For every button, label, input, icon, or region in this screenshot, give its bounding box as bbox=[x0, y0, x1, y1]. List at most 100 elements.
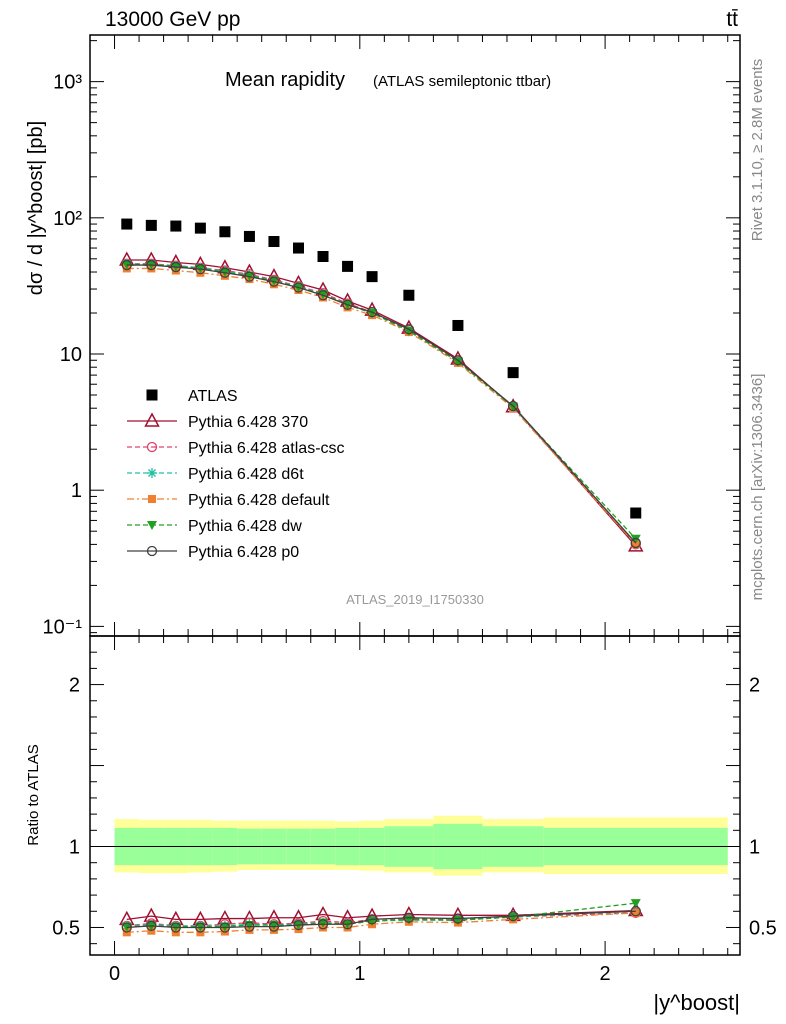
y-tick-label: 10 bbox=[60, 344, 82, 366]
series-line-pythia-6-428-default bbox=[126, 267, 637, 545]
rivet-version-label: Rivet 3.1.10, ≥ 2.8M events bbox=[749, 59, 766, 242]
process-label: tt̄ bbox=[726, 8, 738, 31]
data-point-pythia-6-428-p0 bbox=[317, 290, 329, 301]
data-point-pythia-6-428-p0 bbox=[630, 537, 641, 549]
data-point-atlas bbox=[145, 219, 157, 231]
data-point-pythia-6-428-p0 bbox=[452, 355, 464, 366]
legend-label-pythia-6-428-atlas-csc: Pythia 6.428 atlas-csc bbox=[188, 440, 345, 457]
data-point-atlas bbox=[342, 260, 354, 272]
data-point-pythia-6-428-p0 bbox=[146, 259, 157, 271]
legend-label-pythia-6-428-dw: Pythia 6.428 dw bbox=[188, 518, 302, 535]
ratio-point-pythia-6-428-default bbox=[631, 908, 640, 917]
y-tick-label: 10² bbox=[53, 208, 82, 230]
ratio-point-pythia-6-428-p0 bbox=[317, 919, 329, 930]
ratio-point-pythia-6-428-p0 bbox=[342, 919, 353, 930]
ratio-point-pythia-6-428-dw bbox=[508, 912, 519, 922]
data-point-pythia-6-428-p0 bbox=[403, 324, 415, 335]
ratio-y-tick-label: 0.5 bbox=[52, 917, 80, 939]
data-point-pythia-6-428-p0 bbox=[366, 306, 378, 318]
ratio-y-tick-label-right: 0.5 bbox=[749, 917, 777, 939]
data-point-pythia-6-428-p0 bbox=[219, 267, 231, 278]
ratio-y-tick-label-right: 1 bbox=[749, 837, 760, 859]
legend-marker-pythia-6-428-dw bbox=[147, 521, 157, 530]
data-point-atlas bbox=[170, 220, 182, 232]
ratio-point-pythia-6-428-p0 bbox=[244, 921, 255, 932]
ratio-point-pythia-6-428-p0 bbox=[403, 912, 415, 923]
legend-label-pythia-6-428-p0: Pythia 6.428 p0 bbox=[188, 544, 299, 561]
ratio-point-pythia-6-428-p0 bbox=[452, 913, 464, 924]
data-point-atlas bbox=[243, 230, 255, 242]
ratio-point-pythia-6-428-p0 bbox=[121, 922, 132, 933]
data-point-pythia-6-428-p0 bbox=[342, 299, 353, 310]
ratio-point-pythia-6-428-p0 bbox=[219, 922, 231, 933]
ratio-plot-frame bbox=[89, 635, 741, 956]
legend-marker-pythia-6-428-default bbox=[148, 495, 156, 503]
data-point-pythia-6-428-dw bbox=[508, 402, 519, 412]
data-point-atlas bbox=[219, 226, 231, 238]
legend-label-pythia-6-428-default: Pythia 6.428 default bbox=[188, 492, 330, 509]
chart-subtitle: (ATLAS semileptonic ttbar) bbox=[373, 73, 551, 90]
y-tick-label: 10⁻¹ bbox=[43, 616, 83, 638]
series-line-pythia-6-428-dw bbox=[126, 263, 637, 540]
data-point-atlas bbox=[366, 271, 378, 283]
data-point-atlas bbox=[452, 319, 464, 331]
legend-marker-pythia-6-428-atlas-csc bbox=[146, 441, 158, 453]
data-point-atlas bbox=[268, 236, 280, 248]
data-point-atlas bbox=[194, 222, 206, 234]
ratio-y-tick-label-right: 2 bbox=[749, 675, 760, 697]
ratio-point-pythia-6-428-p0 bbox=[366, 914, 378, 925]
ratio-point-pythia-6-428-p0 bbox=[195, 922, 206, 933]
ratio-line-pythia-6-428-p0 bbox=[126, 910, 636, 929]
analysis-id: ATLAS_2019_I1750330 bbox=[346, 592, 484, 607]
data-point-pythia-6-428-p0 bbox=[268, 276, 280, 287]
main-panel: 10⁻¹ 1 10 10² 10³ bbox=[43, 34, 741, 638]
series-line-pythia-6-428-p0 bbox=[126, 264, 637, 544]
chart-title: Mean rapidity bbox=[225, 69, 345, 91]
legend: ATLAS Pythia 6.428 370 Pythia 6.428 atlas-… bbox=[127, 388, 345, 561]
ratio-point-pythia-6-428-dw bbox=[630, 899, 641, 909]
x-tick-label: 2 bbox=[600, 963, 611, 985]
legend-marker-pythia-6-428-370 bbox=[144, 412, 160, 427]
data-point-pythia-6-428-dw bbox=[452, 357, 463, 367]
ratio-point-pythia-6-428-p0 bbox=[146, 920, 157, 932]
energy-label: 13000 GeV pp bbox=[105, 8, 240, 31]
data-point-pythia-6-428-dw bbox=[630, 534, 641, 544]
legend-marker-pythia-6-428-d6t bbox=[147, 468, 157, 478]
ratio-line-pythia-6-428-370 bbox=[126, 909, 636, 921]
data-point-pythia-6-428-p0 bbox=[507, 400, 519, 412]
mcplots-source-label: mcplots.cern.ch [arXiv:1306.3436] bbox=[749, 374, 766, 601]
ratio-point-pythia-6-428-p0 bbox=[268, 921, 280, 932]
legend-label-pythia-6-428-370: Pythia 6.428 370 bbox=[188, 414, 308, 431]
x-tick-label: 1 bbox=[354, 963, 365, 985]
y-tick-label: 10³ bbox=[53, 72, 82, 94]
data-point-atlas bbox=[403, 289, 415, 301]
data-point-pythia-6-428-p0 bbox=[293, 282, 304, 293]
ratio-panel: 0 1 2 0.5 0.5 1 1 2 2 bbox=[52, 635, 777, 985]
ratio-point-pythia-6-428-p0 bbox=[170, 922, 181, 933]
ratio-point-pythia-6-428-p0 bbox=[630, 906, 641, 917]
data-point-atlas bbox=[630, 507, 642, 519]
ratio-y-tick-label: 1 bbox=[69, 837, 80, 859]
data-point-pythia-6-428-default bbox=[631, 540, 640, 549]
ratio-point-pythia-6-428-p0 bbox=[293, 919, 304, 931]
ratio-y-tick-label: 2 bbox=[69, 675, 80, 697]
legend-label-pythia-6-428-d6t: Pythia 6.428 d6t bbox=[188, 466, 304, 483]
ratio-y-axis-label: Ratio to ATLAS bbox=[25, 744, 42, 845]
x-tick-label: 0 bbox=[109, 963, 120, 985]
y-tick-label: 1 bbox=[71, 480, 82, 502]
data-point-pythia-6-428-dw bbox=[403, 326, 414, 336]
legend-marker-atlas bbox=[146, 389, 158, 401]
legend-marker-pythia-6-428-p0 bbox=[146, 545, 158, 557]
data-point-pythia-6-428-p0 bbox=[121, 259, 132, 271]
ratio-point-pythia-6-428-p0 bbox=[507, 910, 519, 922]
x-axis-label: |y^boost| bbox=[653, 990, 740, 1015]
data-point-atlas bbox=[121, 218, 133, 230]
y-axis-label: dσ / d |y^boost| [pb] bbox=[25, 121, 47, 295]
legend-label-atlas: ATLAS bbox=[188, 388, 238, 405]
data-point-pythia-6-428-p0 bbox=[195, 263, 206, 275]
data-point-pythia-6-428-p0 bbox=[170, 261, 181, 273]
data-point-atlas bbox=[507, 367, 519, 379]
data-point-pythia-6-428-p0 bbox=[244, 271, 255, 282]
data-point-atlas bbox=[292, 242, 304, 254]
